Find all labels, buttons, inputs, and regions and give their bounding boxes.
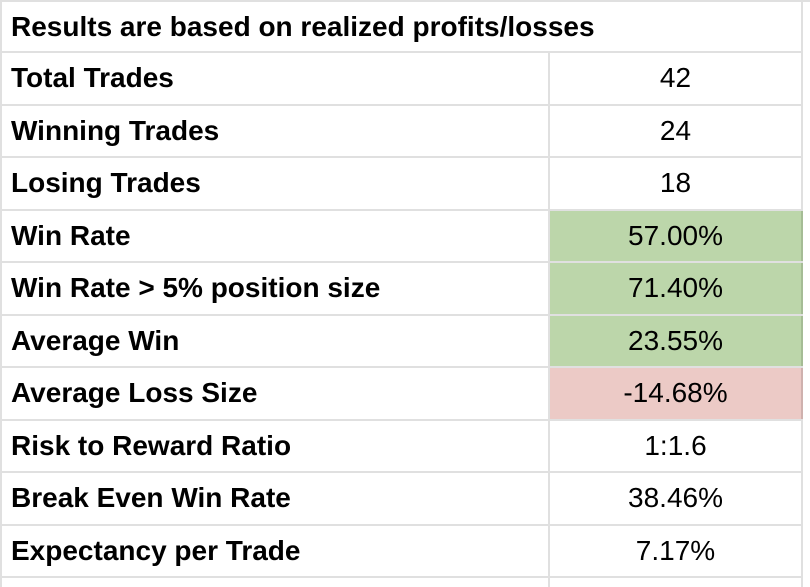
metric-value-cell[interactable]: 23.55% xyxy=(550,315,803,366)
metric-label-cell[interactable]: Risk to Reward Ratio xyxy=(2,420,550,471)
header-row: Results are based on realized profits/lo… xyxy=(2,2,803,53)
metric-value-cell[interactable]: 1:1.6 xyxy=(550,420,803,471)
table-row: Risk to Reward Ratio 1:1.6 xyxy=(2,420,803,473)
empty-cell xyxy=(2,578,550,587)
metric-label-cell[interactable]: Expectancy per Trade xyxy=(2,525,550,576)
table-title-cell[interactable]: Results are based on realized profits/lo… xyxy=(2,2,803,51)
metric-value-cell[interactable]: 42 xyxy=(550,53,803,104)
metric-label-cell[interactable]: Average Win xyxy=(2,315,550,366)
table-row: Expectancy per Trade 7.17% xyxy=(2,525,803,578)
table-row: Average Win 23.55% xyxy=(2,315,803,368)
metric-label-cell[interactable]: Win Rate > 5% position size xyxy=(2,263,550,314)
metric-value-cell[interactable]: 57.00% xyxy=(550,210,803,261)
metric-label-cell[interactable]: Break Even Win Rate xyxy=(2,473,550,524)
next-row-sliver xyxy=(2,578,803,587)
metric-value-cell[interactable]: -14.68% xyxy=(550,368,803,419)
empty-cell xyxy=(550,578,803,587)
table-row: Average Loss Size -14.68% xyxy=(2,368,803,421)
table-row: Win Rate 57.00% xyxy=(2,210,803,263)
table-row: Winning Trades 24 xyxy=(2,105,803,158)
metric-label-cell[interactable]: Losing Trades xyxy=(2,158,550,209)
metric-value-cell[interactable]: 71.40% xyxy=(550,263,803,314)
table-row: Losing Trades 18 xyxy=(2,158,803,211)
table-row: Break Even Win Rate 38.46% xyxy=(2,473,803,526)
metric-value-cell[interactable]: 38.46% xyxy=(550,473,803,524)
metric-value-cell[interactable]: 24 xyxy=(550,105,803,156)
metric-label-cell[interactable]: Average Loss Size xyxy=(2,368,550,419)
table-row: Win Rate > 5% position size 71.40% xyxy=(2,263,803,316)
table-row: Total Trades 42 xyxy=(2,53,803,106)
metric-value-cell[interactable]: 7.17% xyxy=(550,525,803,576)
metric-value-cell[interactable]: 18 xyxy=(550,158,803,209)
table-body: Total Trades 42 Winning Trades 24 Losing Tra… xyxy=(2,53,810,587)
metric-label-cell[interactable]: Winning Trades xyxy=(2,105,550,156)
metric-label-cell[interactable]: Win Rate xyxy=(2,210,550,261)
metric-label-cell[interactable]: Total Trades xyxy=(2,53,550,104)
